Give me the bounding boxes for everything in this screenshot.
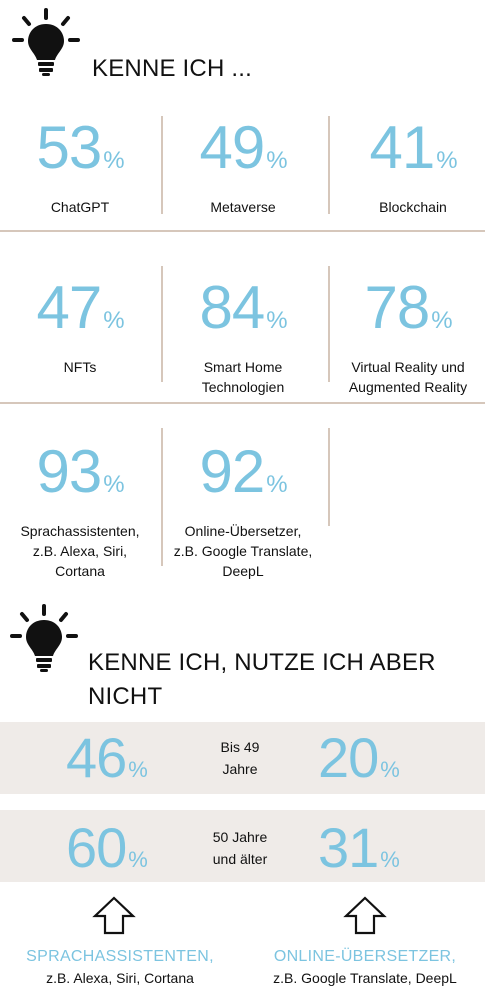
lightbulb-icon [12,8,80,76]
stat-sprachassistenten: 93% Sprachassistenten, z.B. Alexa, Siri,… [0,442,160,581]
stat-metaverse: 49% Metaverse [163,118,323,217]
up-arrow-icon [343,896,387,935]
band-value-right: 20% [318,726,400,789]
stat-value: 93 [36,438,102,505]
lightbulb-icon [10,604,78,672]
column-label-sprachassistenten: SPRACHASSISTENTEN, z.B. Alexa, Siri, Cor… [0,948,240,986]
stat-unit: % [266,307,287,334]
stat-value: 84 [199,274,265,341]
stat-unit: % [103,471,124,498]
stat-value: 92 [199,438,265,505]
column-label-online-uebersetzer: ONLINE-ÜBERSETZER, z.B. Google Translate… [245,948,485,986]
divider [161,116,163,214]
band-row-over-50 [0,810,485,882]
stat-label: Online-Übersetzer, z.B. Google Translate… [173,523,313,579]
stat-label: Metaverse [210,199,276,215]
column-title: SPRACHASSISTENTEN, [26,948,214,965]
stat-label: ChatGPT [50,199,110,215]
stat-label: NFTs [63,359,97,375]
stat-value: 41 [369,114,435,181]
divider [328,428,330,526]
age-group-label: Bis 49 Jahre [220,739,260,777]
stat-label: Smart Home Technologien [201,359,285,395]
column-subtitle: z.B. Google Translate, DeepL [273,970,457,986]
up-arrow-icon [92,896,136,935]
stat-unit: % [266,147,287,174]
stat-label: Virtual Reality und Augmented Reality [348,359,468,395]
column-subtitle: z.B. Alexa, Siri, Cortana [46,970,194,986]
stat-unit: % [436,147,457,174]
age-group-label: 50 Jahre und älter [212,829,268,867]
stat-value: 53 [36,114,102,181]
stat-nfts: 47% NFTs [0,278,160,377]
column-title: ONLINE-ÜBERSETZER, [273,948,457,965]
band-value-left: 60% [66,816,148,879]
stat-blockchain: 41% Blockchain [333,118,485,217]
stat-value: 49 [199,114,265,181]
stat-online-uebersetzer: 92% Online-Übersetzer, z.B. Google Trans… [163,442,323,581]
stat-unit: % [266,471,287,498]
divider [328,116,330,214]
stat-vr-ar: 78% Virtual Reality und Augmented Realit… [328,278,485,397]
band-value-left: 46% [66,726,148,789]
divider [161,266,163,382]
stat-value: 47 [36,274,102,341]
stat-chatgpt: 53% ChatGPT [0,118,160,217]
band-value-right: 31% [318,816,400,879]
stat-unit: % [103,147,124,174]
stat-smart-home: 84% Smart Home Technologien [163,278,323,397]
stat-value: 78 [364,274,430,341]
divider [328,266,330,382]
section2-heading: KENNE ICH, NUTZE ICH ABER NICHT [88,649,436,710]
band-row-under-50 [0,722,485,794]
divider [0,402,485,404]
section1-heading: KENNE ICH ... [92,55,252,82]
divider [0,230,485,232]
divider [161,428,163,566]
stat-label: Blockchain [379,199,447,215]
stat-unit: % [431,307,452,334]
stat-label: Sprachassistenten, z.B. Alexa, Siri, Cor… [20,523,140,579]
stat-unit: % [103,307,124,334]
